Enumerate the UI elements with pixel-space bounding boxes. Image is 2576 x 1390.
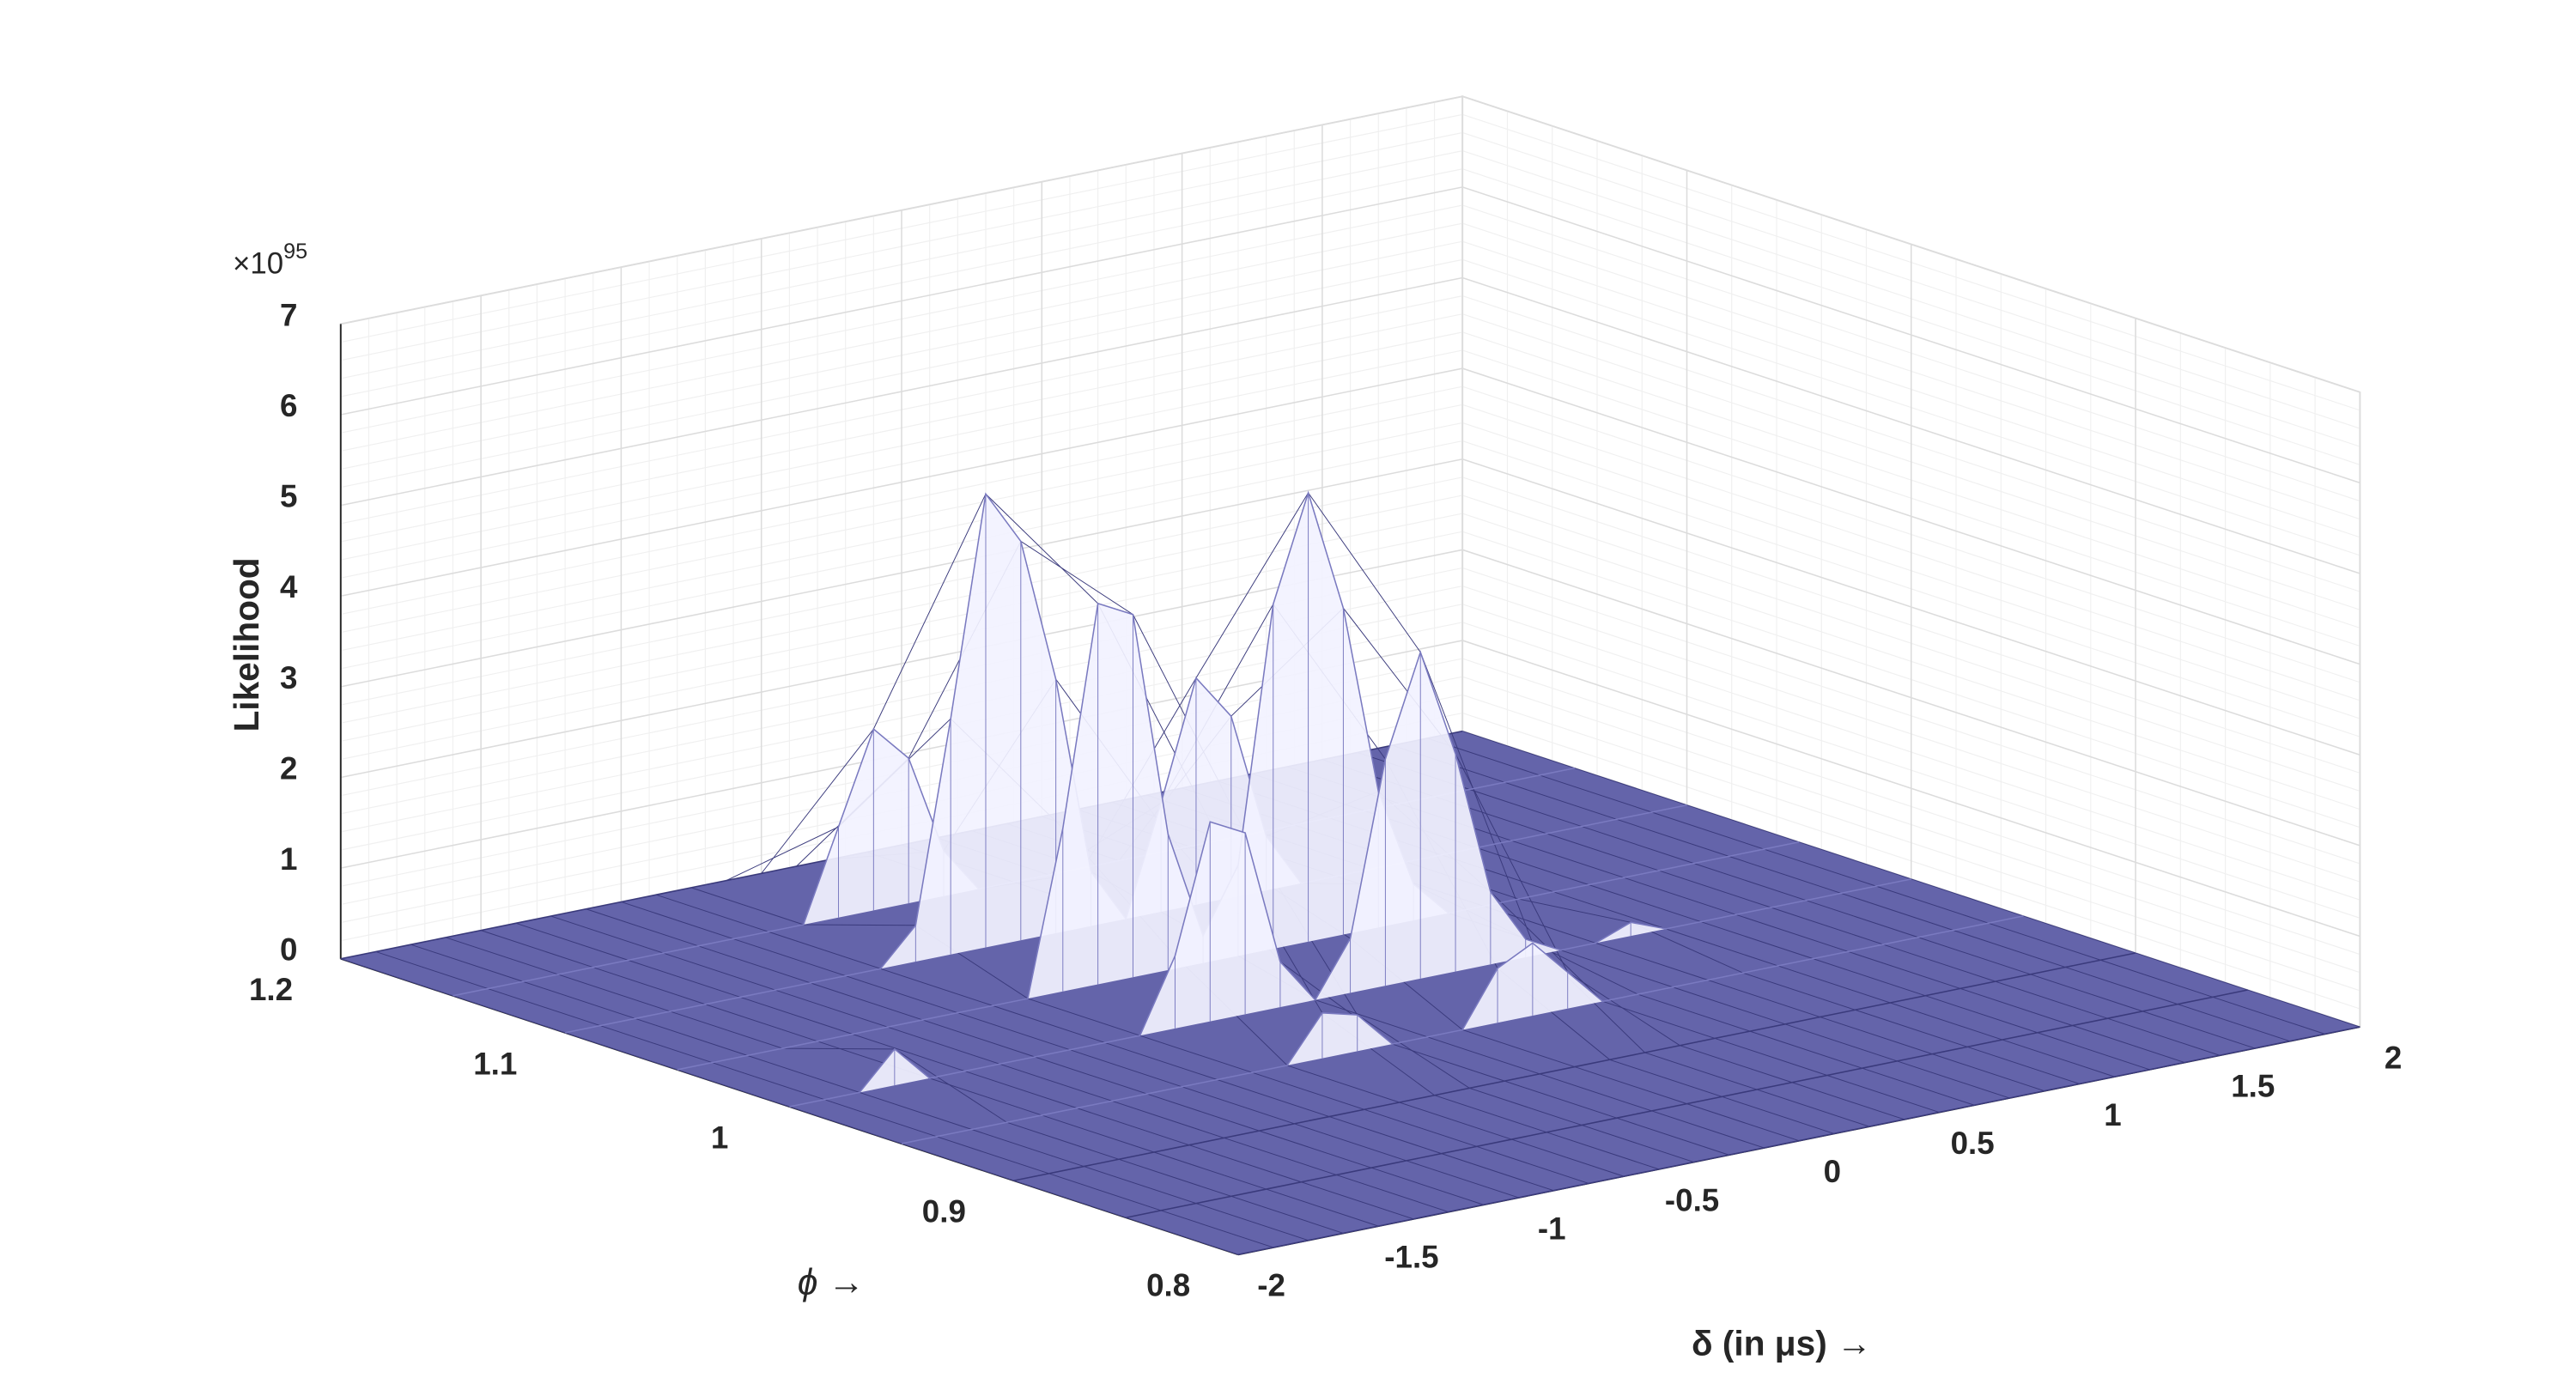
y-tick-label: 0.9 <box>922 1194 966 1229</box>
mesh-row <box>789 650 1911 1108</box>
z-tick-label: 5 <box>280 479 297 514</box>
x-axis-label: δ (in μs) → <box>1692 1323 1872 1363</box>
y-tick-label: 1 <box>711 1120 728 1155</box>
z-tick-label: 1 <box>280 841 297 877</box>
z-tick-label: 2 <box>280 750 297 786</box>
mesh-row <box>901 915 2024 1144</box>
x-tick-label: -2 <box>1257 1268 1285 1303</box>
z-tick-label: 0 <box>280 932 297 968</box>
z-axis-label: Likelihood <box>227 557 266 731</box>
surface-fill <box>789 652 1911 1108</box>
z-tick-label: 4 <box>280 569 298 604</box>
y-tick-label: 1.1 <box>473 1046 517 1081</box>
z-scale-label: ×1095 <box>233 240 307 281</box>
x-tick-label: -0.5 <box>1665 1182 1719 1217</box>
x-tick-label: 2 <box>2385 1041 2402 1076</box>
x-tick-label: 0 <box>1824 1154 1841 1189</box>
mesh-row <box>1013 952 2136 1181</box>
z-tick-label: 3 <box>280 660 297 695</box>
mesh-row <box>1126 989 2248 1218</box>
x-tick-label: -1 <box>1538 1211 1566 1246</box>
z-scale-base: ×10 <box>233 247 283 281</box>
y-axis-label: ϕ → <box>798 1261 865 1302</box>
y-tick-label: 1.2 <box>249 972 293 1007</box>
x-tick-label: -1.5 <box>1384 1240 1438 1275</box>
z-tick-label: 7 <box>280 297 297 332</box>
z-scale-exponent: 95 <box>283 240 307 264</box>
mesh-row <box>1237 1026 2360 1256</box>
x-tick-label: 1.5 <box>2231 1069 2275 1104</box>
y-tick-label: 0.8 <box>1146 1268 1190 1303</box>
z-tick-label: 6 <box>280 388 297 423</box>
x-tick-label: 0.5 <box>1951 1126 1995 1161</box>
x-tick-label: 1 <box>2104 1097 2121 1132</box>
